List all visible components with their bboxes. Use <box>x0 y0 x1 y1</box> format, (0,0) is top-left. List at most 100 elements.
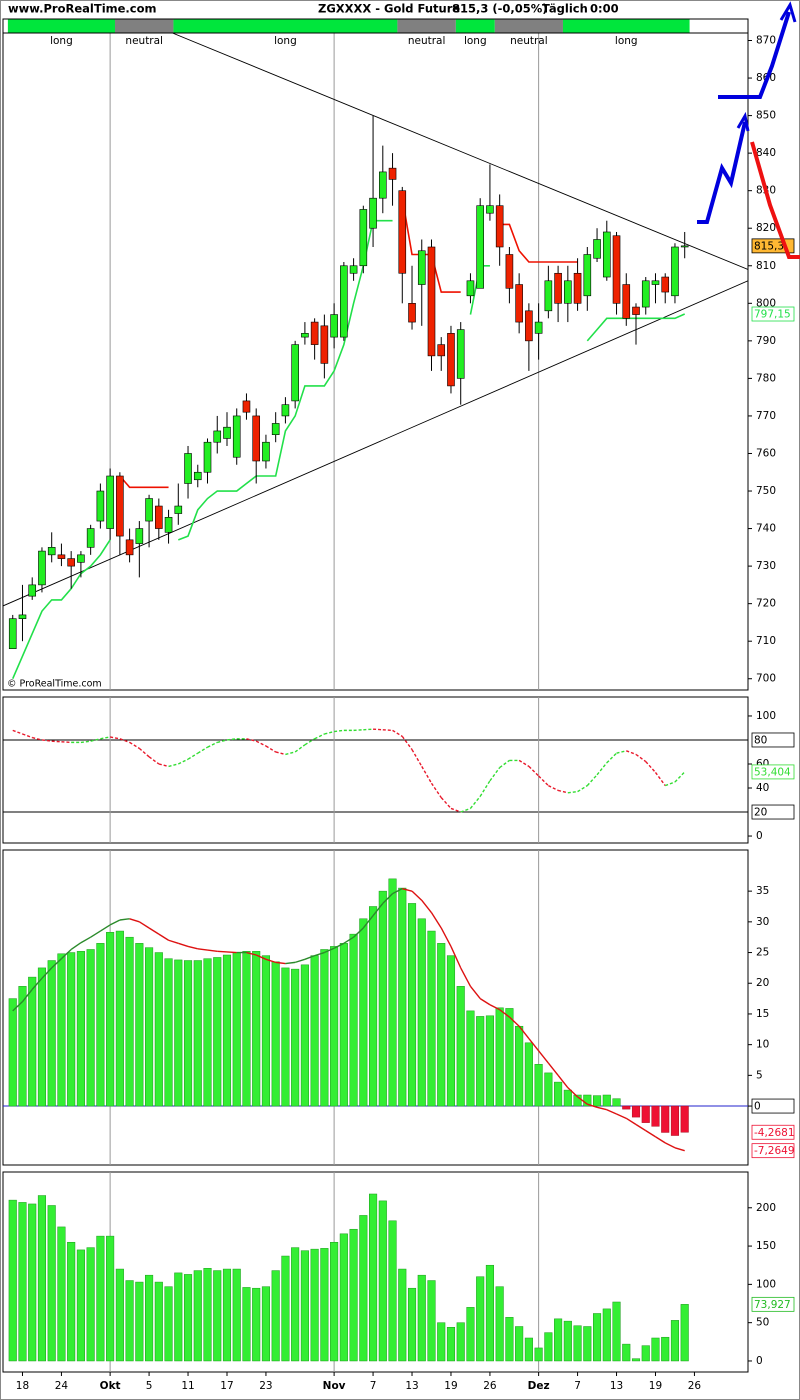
x-tick-label: Nov <box>323 1380 346 1392</box>
signal-segment <box>528 1038 540 1052</box>
volume-bar <box>515 1326 524 1362</box>
oscillator-segment <box>129 741 140 749</box>
volume-bar <box>593 1313 602 1362</box>
histogram-bar <box>252 951 261 1107</box>
histogram-bar <box>476 1016 485 1107</box>
histogram-bar <box>661 1105 670 1133</box>
histogram-bar <box>183 960 193 1107</box>
volume-bar <box>183 1274 193 1362</box>
signal-segment <box>324 947 335 954</box>
histogram-bar <box>154 952 163 1107</box>
candle-body <box>486 205 494 214</box>
volume-bar <box>252 1287 261 1362</box>
candle-body <box>281 404 290 417</box>
oscillator-segment <box>285 751 296 756</box>
trailing-stop-line <box>499 223 578 263</box>
x-tick-label: 5 <box>146 1380 153 1392</box>
y-tick-label: 730 <box>756 560 776 572</box>
volume-bar <box>388 1220 397 1362</box>
oscillator-segment <box>479 780 491 797</box>
candle-body <box>466 280 475 297</box>
volume-bar <box>680 1304 689 1362</box>
oscillator-segment <box>586 774 598 787</box>
volume-bar <box>174 1272 183 1362</box>
candle-body <box>476 205 484 289</box>
histogram-bar <box>369 906 378 1107</box>
histogram-bar <box>125 936 134 1107</box>
value-box <box>751 1296 795 1312</box>
candle-body <box>96 490 105 522</box>
x-tick-label: 13 <box>610 1380 623 1392</box>
histogram-bar <box>427 930 436 1107</box>
volume-bar <box>339 1233 348 1362</box>
candle-body <box>437 344 446 357</box>
histogram-bar <box>37 967 47 1107</box>
y-tick-label: 100 <box>756 710 776 722</box>
signal-segment <box>450 946 462 969</box>
y-tick-label: 100 <box>756 1278 776 1290</box>
oscillator-segment <box>304 738 316 746</box>
candle-body <box>388 167 397 180</box>
status-segment <box>455 19 495 33</box>
oscillator-segment <box>158 763 169 768</box>
x-tick-label: 7 <box>370 1380 377 1392</box>
oscillator-segment <box>469 795 481 809</box>
signal-segment <box>518 1025 530 1039</box>
histogram-bar <box>310 955 319 1107</box>
trend-line <box>172 33 748 270</box>
symbol: ZGXXXX - Gold Future <box>318 2 460 16</box>
y-tick-label: 20 <box>756 977 769 989</box>
histogram-bar <box>271 961 280 1107</box>
signal-segment <box>100 924 111 932</box>
status-segment <box>562 19 690 33</box>
oscillator-segment <box>373 728 383 731</box>
x-tick-label: 7 <box>574 1380 581 1392</box>
oscillator-segment <box>119 738 130 744</box>
oscillator-segment <box>148 756 160 765</box>
histogram-bar <box>456 986 465 1107</box>
time: 0:00 <box>590 2 619 16</box>
panel <box>8 1172 689 1372</box>
volume-bar <box>661 1336 670 1362</box>
y-tick-label: 710 <box>756 635 776 647</box>
histogram-bar <box>193 960 202 1107</box>
y-tick-label: 700 <box>756 673 776 685</box>
histogram-bar <box>398 887 407 1107</box>
oscillator-segment <box>548 784 559 792</box>
y-tick-label: 870 <box>756 35 776 47</box>
oscillator-segment <box>411 749 423 767</box>
signal-segment <box>51 958 62 969</box>
histogram-bar <box>544 1072 553 1107</box>
oscillator-segment <box>197 746 208 754</box>
oscillator-segment <box>61 741 72 744</box>
oscillator-segment <box>626 750 637 756</box>
site-name: www.ProRealTime.com <box>8 2 157 16</box>
signal-segment <box>635 1123 647 1132</box>
status-label: long <box>615 35 638 47</box>
status-segment <box>173 19 398 33</box>
value-box-label: 0 <box>754 1101 761 1113</box>
histogram-bar <box>417 918 426 1107</box>
oscillator-segment <box>177 758 189 765</box>
volume-bar <box>534 1347 543 1362</box>
histogram-bar <box>222 954 232 1107</box>
candle-body <box>145 498 153 522</box>
candle-body <box>602 231 611 278</box>
oscillator-segment <box>596 762 608 776</box>
y-tick-label: 760 <box>756 447 776 459</box>
volume-bar <box>466 1307 475 1362</box>
signal-segment <box>421 899 433 914</box>
histogram-bar <box>203 958 212 1107</box>
candle-body <box>8 618 17 650</box>
histogram-bar <box>631 1105 641 1118</box>
signal-segment <box>21 988 33 1003</box>
value-box-label: -7,2649 <box>754 1145 795 1157</box>
candle-body <box>223 426 231 439</box>
candle-body <box>203 441 212 473</box>
histogram-bar <box>28 976 37 1107</box>
y-tick-label: 780 <box>756 372 776 384</box>
volume-bar <box>446 1327 456 1362</box>
x-tick-label: 13 <box>405 1380 418 1392</box>
histogram-bar <box>563 1089 572 1107</box>
